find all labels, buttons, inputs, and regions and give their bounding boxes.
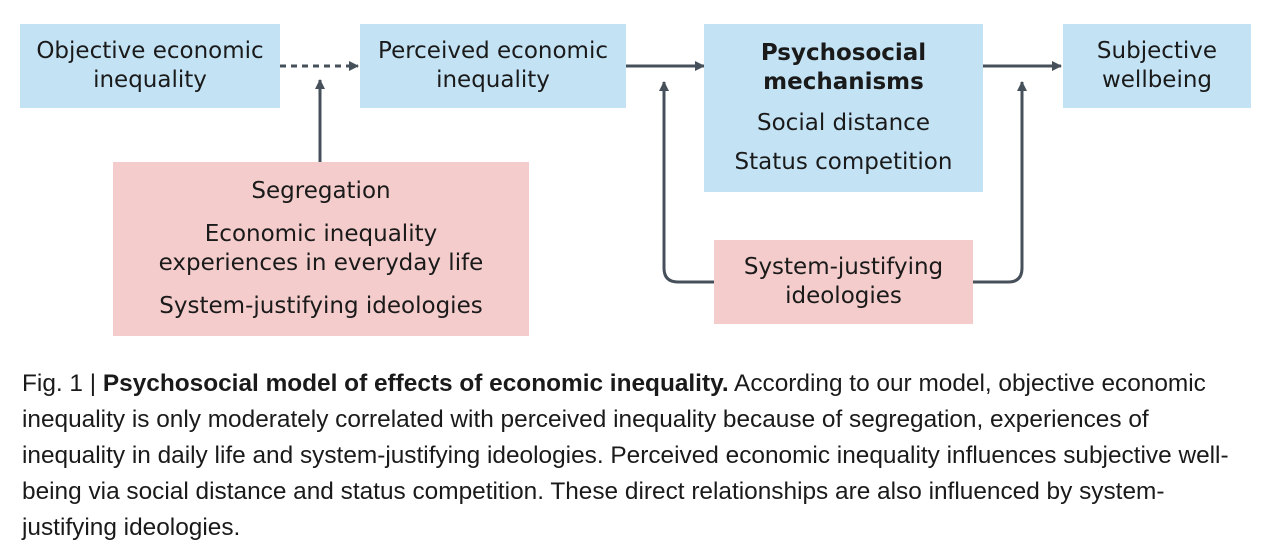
node-perceived-line2: inequality [436, 67, 550, 93]
caption-title: Psychosocial model of effects of economi… [102, 370, 729, 397]
node-perceived-inequality: Perceived economic inequality [360, 24, 626, 108]
node-wellbeing-line2: wellbeing [1101, 67, 1213, 93]
arrow-ideologies-to-second-link [973, 81, 1027, 284]
figure-caption: Fig. 1 | Psychosocial model of effects o… [22, 366, 1258, 546]
node-moderators-ideologies: System-justifying ideologies [159, 293, 483, 319]
caption-figure-label: Fig. 1 | [22, 370, 103, 397]
node-wellbeing-line1: Subjective [1096, 38, 1218, 64]
node-ideologies-line2: ideologies [785, 283, 902, 309]
node-objective-inequality: Objective economic inequality [20, 24, 280, 108]
node-subjective-wellbeing: Subjective wellbeing [1063, 24, 1251, 108]
node-objective-line1: Objective economic [36, 38, 264, 64]
node-moderators: Segregation Economic inequality experien… [113, 162, 529, 336]
arrow-ideologies-to-first-link [659, 81, 714, 284]
node-moderators-segregation: Segregation [251, 178, 391, 204]
node-moderators-experiences-line1: Economic inequality [204, 221, 438, 247]
node-moderators-experiences-line2: experiences in everyday life [158, 250, 484, 276]
node-ideologies-line1: System-justifying [743, 254, 944, 280]
diagram-connectors [280, 61, 1062, 284]
node-perceived-line1: Perceived economic [378, 38, 608, 64]
node-mechanisms-item-social-distance: Social distance [757, 110, 930, 136]
caption-text: According to our model, objective econom… [22, 370, 1229, 541]
node-mechanisms-title2: mechanisms [763, 69, 924, 95]
node-psychosocial-mechanisms: Psychosocial mechanisms Social distance … [704, 24, 983, 192]
node-mechanisms-item-status-competition: Status competition [734, 149, 953, 175]
node-system-justifying-ideologies: System-justifying ideologies [714, 240, 973, 324]
node-objective-line2: inequality [93, 67, 207, 93]
node-mechanisms-title1: Psychosocial [760, 40, 927, 66]
